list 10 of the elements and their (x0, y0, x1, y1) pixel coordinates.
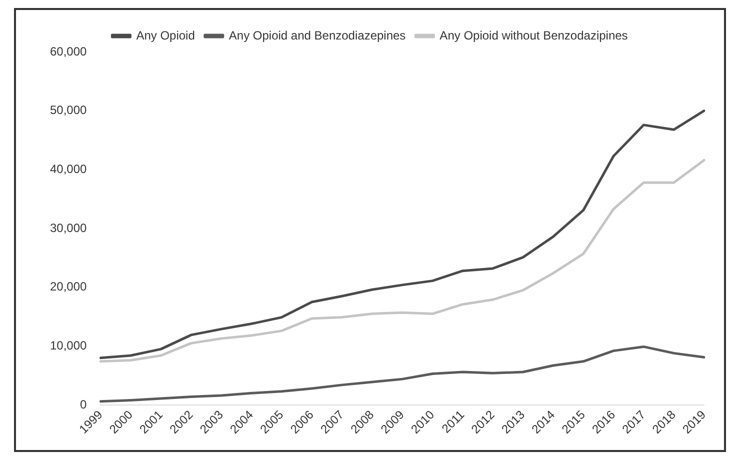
y-tick-label: 40,000 (50, 162, 88, 176)
y-tick-label: 50,000 (50, 103, 88, 118)
y-tick-label: 30,000 (50, 220, 88, 235)
y-tick-label: 60,000 (50, 44, 88, 58)
y-tick-label: 10,000 (50, 338, 88, 352)
y-tick-label: 0 (80, 397, 88, 412)
legend-label: Any Opioid and Benzodiazepines (228, 28, 406, 42)
legend-label: Any Opioid without Benzodazipines (440, 28, 628, 42)
legend-label: Any Opioid (136, 28, 195, 42)
y-tick-label: 20,000 (50, 280, 88, 294)
